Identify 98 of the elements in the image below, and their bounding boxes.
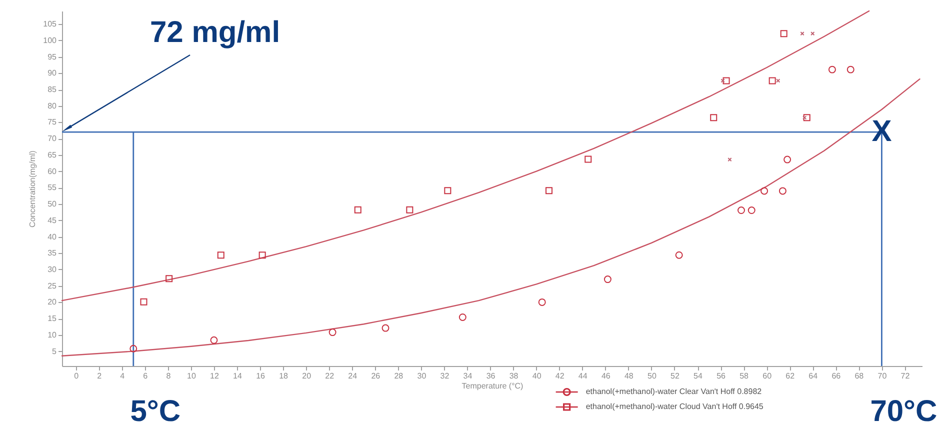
x-tick-label: 34: [463, 372, 473, 380]
y-tick-label: 65: [48, 150, 58, 160]
point: [406, 206, 414, 214]
y-tick-label: 35: [48, 248, 58, 258]
point: [720, 78, 725, 83]
x-tick-label: 56: [716, 372, 726, 380]
y-tick-label: 30: [48, 264, 58, 274]
x-tick-label: 32: [440, 372, 450, 380]
x-tick-label: 6: [143, 372, 148, 380]
ref-line-label: 5°C: [130, 395, 181, 427]
y-tick-label: 45: [48, 216, 58, 225]
point: [166, 275, 173, 282]
ref-line-label: 72 mg/ml: [150, 16, 280, 49]
y-tick-label: 50: [48, 200, 58, 209]
x-tick-label: 10: [186, 372, 196, 380]
y-tick-label: 15: [48, 314, 58, 324]
point: [810, 31, 815, 36]
y-tick-label: 85: [48, 85, 58, 94]
point: [675, 251, 683, 259]
x-tick-label: 22: [325, 372, 335, 380]
point: [828, 66, 836, 74]
point: [328, 328, 336, 336]
y-tick-label: 5: [52, 346, 58, 356]
x-tick-label: 40: [532, 372, 542, 380]
x-tick-label: 64: [808, 372, 818, 380]
annotation: X: [872, 115, 892, 148]
x-tick-label: 44: [578, 372, 588, 380]
point: [584, 156, 592, 163]
y-tick-label: 20: [48, 298, 58, 307]
point: [846, 66, 854, 74]
point: [760, 187, 768, 195]
y-tick-label: 90: [48, 68, 58, 78]
x-tick-label: 60: [762, 372, 772, 380]
point: [458, 314, 466, 321]
point: [738, 206, 745, 214]
y-tick-label: 100: [43, 36, 58, 45]
x-tick-label: 18: [279, 372, 289, 380]
point: [354, 206, 362, 214]
x-tick-label: 48: [624, 372, 634, 380]
line-series: [61, 10, 870, 302]
x-tick-label: 8: [166, 372, 172, 380]
x-tick-label: 46: [601, 372, 611, 380]
x-tick-label: 20: [302, 372, 312, 380]
x-tick-label: 14: [233, 372, 242, 380]
y-tick-label: 25: [48, 281, 58, 290]
x-tick-label: 16: [256, 372, 266, 380]
x-tick-label: 42: [555, 372, 565, 380]
legend-label: ethanol(+methanol)-water Clear Van't Hoff 0.8982: [586, 387, 762, 396]
point: [217, 252, 224, 259]
point: [258, 252, 266, 259]
y-tick-label: 105: [43, 20, 58, 29]
x-tick-label: 28: [394, 372, 404, 380]
x-tick-label: 62: [786, 372, 796, 380]
x-tick-label: 68: [854, 372, 864, 380]
x-tick-label: 36: [486, 372, 496, 380]
x-tick-label: 2: [97, 372, 102, 380]
point: [545, 187, 552, 194]
point: [604, 276, 612, 284]
point: [130, 344, 138, 352]
y-tick-label: 80: [48, 101, 58, 110]
y-tick-label: 70: [48, 134, 58, 144]
x-tick-label: 54: [694, 372, 703, 380]
x-tick-label: 38: [509, 372, 519, 380]
x-tick-label: 58: [740, 372, 750, 380]
point: [778, 187, 786, 195]
point: [780, 30, 788, 38]
point: [210, 336, 218, 344]
x-tick-label: 0: [74, 372, 80, 380]
x-tick-label: 4: [120, 372, 126, 380]
y-tick-label: 95: [48, 52, 58, 62]
point: [710, 114, 718, 122]
y-axis-title: Concentration(mg/ml): [28, 150, 38, 228]
x-tick-label: 26: [371, 372, 381, 380]
point: [140, 298, 148, 306]
x-tick-label: 24: [348, 372, 358, 380]
point: [444, 187, 452, 194]
point: [722, 77, 730, 84]
x-tick-label: 50: [648, 372, 657, 380]
x-tick-label: 12: [210, 372, 220, 380]
legend-label: ethanol(+methanol)-water Cloud Van't Hoff 0.9645: [586, 402, 764, 411]
x-axis-title: Temperature (°C): [462, 382, 524, 390]
y-tick-label: 75: [48, 118, 58, 127]
x-tick-label: 52: [670, 372, 680, 380]
point: [382, 324, 390, 332]
point: [803, 114, 810, 122]
point: [784, 156, 792, 164]
ref-line-label: 70°C: [870, 395, 938, 427]
y-tick-label: 10: [48, 330, 58, 340]
x-tick-label: 30: [417, 372, 427, 380]
y-tick-label: 60: [48, 166, 58, 176]
y-tick-label: 40: [48, 232, 58, 242]
y-tick-label: 55: [48, 183, 58, 192]
point: [538, 298, 546, 306]
point: [768, 77, 776, 84]
x-tick-label: 72: [900, 372, 910, 380]
x-tick-label: 66: [832, 372, 842, 380]
x-tick-label: 70: [878, 372, 888, 380]
point: [748, 206, 756, 214]
